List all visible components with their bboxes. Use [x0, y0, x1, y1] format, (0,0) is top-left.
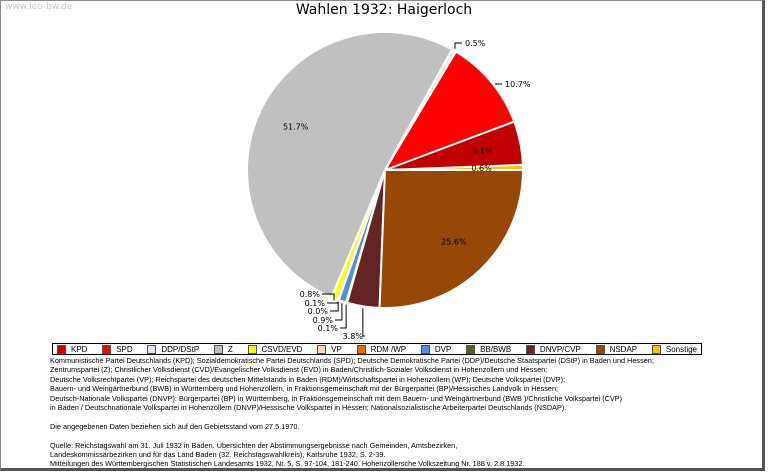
note-line: Deutsch-Nationale Volkspartei (DNVP): Bü…	[50, 393, 623, 403]
legend-swatch	[247, 344, 257, 354]
legend-label: BB/BWB	[480, 344, 512, 354]
legend-swatch	[317, 344, 327, 354]
legend-label: SPD	[116, 344, 133, 354]
legend-item: NSDAP	[595, 344, 638, 354]
legend-label: NSDAP	[609, 344, 638, 354]
data-label: 0.8%	[300, 290, 321, 299]
source-line: Quelle: Reichstagswahl am 31. Juli 1932 …	[50, 440, 458, 450]
legend-swatch	[525, 344, 535, 354]
data-label: 5.1%	[472, 146, 493, 155]
note-line: in Baden / Deutschnationale Volkspartei …	[50, 403, 567, 413]
leader-line	[330, 301, 339, 312]
legend-item: SPD	[102, 344, 133, 354]
data-label: 3.8%	[343, 332, 364, 341]
pie-slice-spd	[382, 50, 516, 172]
legend-label: KPD	[71, 344, 88, 354]
legend-swatch	[466, 344, 476, 354]
legend-swatch	[595, 344, 605, 354]
source-line: Landeskommissärbezirken und für das Land…	[50, 450, 386, 460]
data-label: 0.0%	[308, 307, 329, 316]
legend-label: Z	[227, 344, 233, 354]
note-line: Bauern- und Weingärtnerbund (BWB) in Wür…	[50, 384, 559, 394]
data-label: 0.9%	[313, 316, 334, 325]
legend-label: VP	[331, 344, 342, 354]
data-label: 0.1%	[318, 324, 339, 333]
data-label: 25.6%	[441, 238, 467, 247]
legend-swatch	[420, 344, 430, 354]
leader-line	[327, 301, 339, 304]
leader-line	[322, 293, 335, 301]
leader-line	[362, 308, 365, 337]
legend-label: RDM /WP	[370, 344, 407, 354]
legend-item: DDP/DStP	[147, 344, 200, 354]
legend-label: DVP	[434, 344, 452, 354]
legend-item: CSVD/EVD	[247, 344, 303, 354]
data-label: 10.7%	[505, 80, 531, 89]
watermark: www.leo-bw.de	[5, 2, 73, 12]
legend-item: KPD	[57, 344, 88, 354]
legend-swatch	[147, 344, 157, 354]
legend-item: BB/BWB	[466, 344, 512, 354]
legend: KPD SPD DDP/DStP Z CSVD/EVD VP RDM /WP DVP BB/BW…	[52, 343, 702, 355]
legend-swatch	[213, 344, 223, 354]
legend-swatch	[102, 344, 112, 354]
note-line: Deutsche Volksrechtpartei (VP); Reichspa…	[50, 374, 566, 384]
leader-line	[340, 304, 347, 329]
notes: Kommunistische Partei Deutschlands (KPD)…	[50, 356, 750, 469]
leader-line	[335, 303, 343, 321]
data-label: 51.7%	[283, 123, 309, 132]
chart-title: Wahlen 1932: Haigerloch	[295, 2, 473, 18]
data-label: 0.1%	[305, 299, 326, 308]
legend-item: DNVP/CVP	[525, 344, 581, 354]
legend-item: DVP	[420, 344, 452, 354]
legend-item: RDM /WP	[356, 344, 407, 354]
legend-label: DNVP/CVP	[539, 344, 581, 354]
note-line: Kommunistische Partei Deutschlands (KPD)…	[50, 356, 654, 365]
note-line: Zentrumspartei (Z); Christlicher Volksdi…	[50, 365, 548, 375]
legend-item: Sonstige	[651, 344, 697, 354]
date-note: Die angegebenen Daten beziehen sich auf …	[50, 421, 300, 431]
leader-line	[454, 42, 462, 49]
legend-label: DDP/DStP	[161, 344, 200, 354]
source-line: Mitteilungen des Württembergischen Stati…	[50, 459, 525, 469]
legend-label: CSVD/EVD	[261, 344, 303, 354]
legend-swatch	[57, 344, 66, 354]
pie-slice-nsdap	[378, 169, 525, 309]
pie-slice-z	[246, 31, 454, 299]
legend-label: Sonstige	[665, 344, 697, 354]
legend-item: VP	[317, 344, 342, 354]
legend-item: Z	[213, 344, 233, 354]
legend-swatch	[356, 344, 366, 354]
data-label: 0.6%	[471, 164, 492, 173]
legend-swatch	[651, 344, 661, 354]
data-label: 0.5%	[465, 39, 486, 48]
